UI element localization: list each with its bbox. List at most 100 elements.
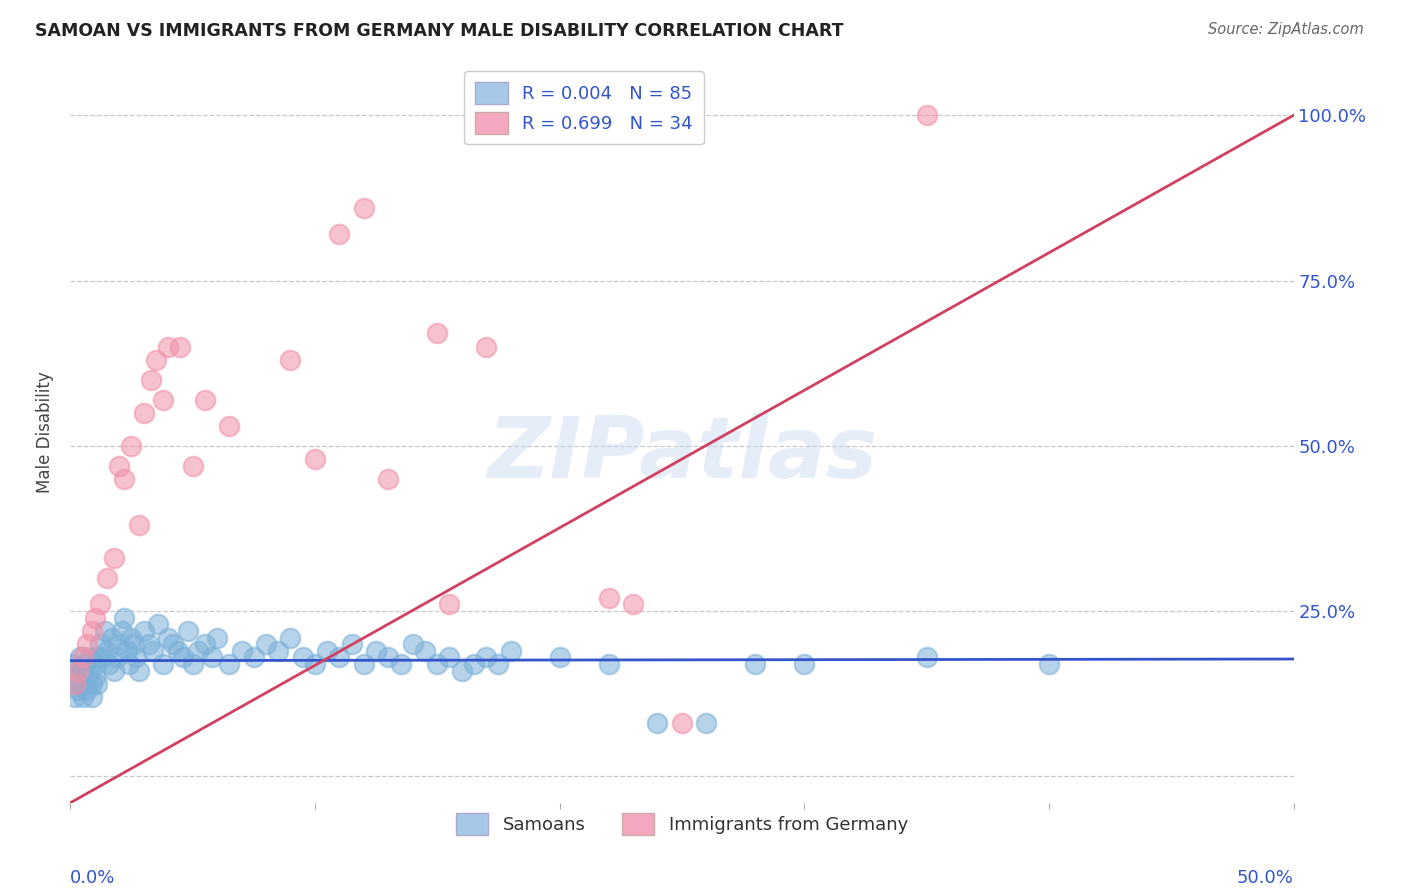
Point [76, 683, 98, 698]
Text: ZIPatlas: ZIPatlas [486, 413, 877, 496]
Point [181, 458, 204, 473]
Point [72, 664, 94, 678]
Point [548, 650, 571, 665]
Point [89, 637, 111, 651]
Point [205, 631, 228, 645]
Point [231, 644, 253, 658]
Text: 0.0%: 0.0% [70, 869, 115, 887]
Point [621, 598, 644, 612]
Point [112, 472, 135, 486]
Point [439, 598, 461, 612]
Point [218, 657, 240, 671]
Point [138, 637, 160, 651]
Point [280, 631, 302, 645]
Point [121, 439, 143, 453]
Point [83, 611, 105, 625]
Point [499, 644, 522, 658]
Point [79, 650, 101, 665]
Point [83, 657, 105, 671]
Point [450, 664, 472, 678]
Y-axis label: Male Disability: Male Disability [37, 372, 55, 493]
Point [353, 201, 375, 215]
Point [488, 657, 510, 671]
Point [72, 690, 94, 704]
Point [267, 644, 290, 658]
Point [69, 677, 91, 691]
Text: Source: ZipAtlas.com: Source: ZipAtlas.com [1208, 22, 1364, 37]
Point [243, 650, 266, 665]
Point [402, 637, 425, 651]
Point [128, 518, 150, 533]
Point [112, 611, 135, 625]
Point [82, 624, 104, 638]
Point [132, 406, 155, 420]
Point [86, 650, 108, 665]
Point [353, 657, 375, 671]
Point [194, 637, 217, 651]
Point [254, 637, 277, 651]
Point [63, 677, 86, 691]
Point [98, 657, 121, 671]
Point [280, 352, 302, 367]
Point [744, 657, 766, 671]
Point [103, 664, 125, 678]
Point [316, 644, 339, 658]
Point [89, 598, 111, 612]
Point [328, 227, 350, 242]
Point [82, 690, 104, 704]
Point [304, 452, 326, 467]
Point [1038, 657, 1060, 671]
Point [118, 657, 141, 671]
Point [148, 617, 170, 632]
Point [91, 650, 114, 665]
Point [93, 624, 115, 638]
Point [475, 340, 498, 354]
Point [108, 637, 131, 651]
Point [194, 392, 217, 407]
Point [152, 392, 174, 407]
Point [340, 637, 363, 651]
Point [304, 657, 326, 671]
Point [125, 650, 148, 665]
Point [463, 657, 485, 671]
Point [426, 326, 449, 341]
Point [66, 664, 89, 678]
Point [73, 677, 96, 691]
Point [377, 472, 399, 486]
Point [122, 637, 145, 651]
Point [793, 657, 815, 671]
Point [377, 650, 399, 665]
Point [63, 690, 86, 704]
Point [598, 657, 620, 671]
Point [79, 664, 101, 678]
Point [291, 650, 314, 665]
Point [218, 419, 240, 434]
Point [121, 631, 143, 645]
Point [186, 644, 208, 658]
Point [63, 670, 86, 684]
Point [389, 657, 412, 671]
Point [103, 551, 125, 566]
Point [915, 650, 938, 665]
Point [142, 644, 165, 658]
Legend: Samoans, Immigrants from Germany: Samoans, Immigrants from Germany [446, 802, 918, 846]
Point [647, 716, 669, 731]
Point [671, 716, 693, 731]
Point [86, 677, 108, 691]
Point [108, 458, 131, 473]
Point [162, 637, 184, 651]
Text: 50.0%: 50.0% [1237, 869, 1294, 887]
Point [62, 657, 84, 671]
Point [82, 677, 104, 691]
Point [201, 650, 224, 665]
Point [96, 571, 118, 585]
Point [73, 657, 96, 671]
Point [157, 340, 180, 354]
Text: SAMOAN VS IMMIGRANTS FROM GERMANY MALE DISABILITY CORRELATION CHART: SAMOAN VS IMMIGRANTS FROM GERMANY MALE D… [35, 22, 844, 40]
Point [426, 657, 449, 671]
Point [695, 716, 717, 731]
Point [111, 624, 134, 638]
Point [96, 644, 118, 658]
Point [169, 340, 191, 354]
Point [115, 644, 138, 658]
